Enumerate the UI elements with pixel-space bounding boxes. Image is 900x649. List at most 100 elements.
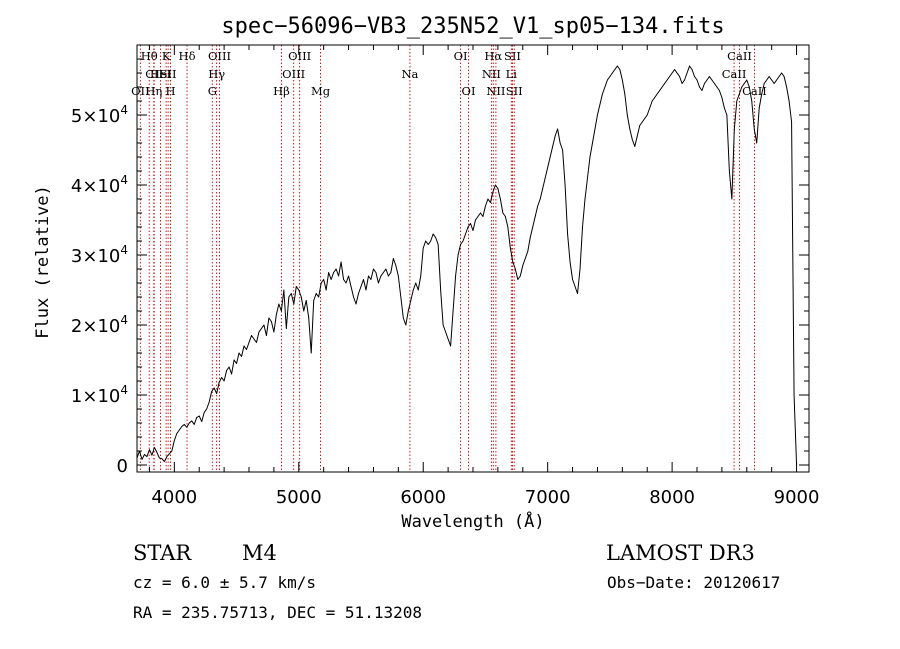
series-flux-point-76 (325, 289, 327, 291)
series-flux-point-240 (733, 128, 735, 130)
series-flux-point-226 (699, 86, 700, 88)
series-flux-point-197 (626, 114, 628, 116)
series-flux-point-203 (641, 121, 643, 123)
series-flux-point-161 (537, 205, 539, 207)
line-label-caii-27: CaII (742, 84, 767, 98)
series-flux-point-251 (761, 93, 763, 95)
spectrum-series (137, 65, 798, 466)
series-flux-point-110 (410, 300, 412, 301)
series-flux-point-115 (422, 247, 424, 249)
series-flux-point-19 (183, 424, 185, 425)
series-flux-point-264 (793, 394, 795, 396)
series-flux-point-142 (490, 202, 491, 203)
series-flux-point-215 (671, 72, 673, 74)
series-flux-point-86 (350, 286, 352, 287)
series-flux-point-122 (440, 289, 442, 291)
series-flux-point-21 (188, 422, 190, 424)
series-flux-point-89 (358, 293, 359, 294)
series-flux-point-239 (731, 198, 733, 200)
series-flux-point-116 (425, 240, 427, 242)
series-flux-point-125 (447, 338, 449, 340)
series-flux-point-154 (519, 275, 521, 277)
series-flux-point-157 (527, 251, 529, 252)
series-flux-point-166 (549, 156, 551, 158)
series-flux-point-131 (462, 240, 464, 242)
series-flux-point-165 (547, 167, 549, 168)
series-flux-point-155 (522, 265, 524, 266)
series-flux-point-67 (303, 310, 305, 312)
series-flux-point-176 (574, 286, 576, 287)
series-flux-point-51 (263, 324, 265, 326)
series-flux-point-242 (738, 93, 740, 95)
y-tick-label-10000: 1×104 (71, 383, 128, 407)
series-flux-point-139 (482, 216, 484, 217)
line-label-g-11: G (208, 84, 217, 98)
series-flux-point-225 (696, 79, 698, 81)
series-flux-point-145 (497, 188, 499, 189)
series-flux-point-255 (771, 79, 773, 81)
spectral-line-markers (139, 45, 755, 472)
x-tick-label-8000: 8000 (649, 487, 695, 508)
series-flux-point-10 (161, 458, 163, 460)
series-flux-point-42 (241, 356, 242, 357)
line-label-h-4: Hη (145, 84, 162, 98)
line-label-oiii-9: OIII (208, 49, 231, 63)
series-flux-point-6 (151, 454, 153, 456)
line-label-oi-18: OI (462, 84, 476, 98)
series-flux-point-144 (495, 184, 496, 186)
series-flux-point-246 (748, 86, 750, 88)
series-flux-point-11 (163, 461, 165, 462)
series-flux-point-73 (318, 296, 320, 298)
series-flux-point-20 (186, 426, 188, 428)
series-flux-point-228 (704, 83, 705, 84)
series-flux-point-77 (328, 272, 330, 273)
series-flux-point-107 (402, 317, 404, 319)
series-flux-point-186 (599, 104, 601, 105)
series-flux-point-102 (390, 272, 392, 273)
series-flux-point-44 (246, 349, 247, 350)
line-label-cii-1: CII (145, 67, 163, 81)
line-label-h-19: Hα (484, 49, 502, 63)
series-flux-point-140 (485, 205, 486, 207)
series-flux-point-70 (310, 352, 312, 354)
series-flux-point-46 (251, 335, 252, 336)
line-label-na-16: Na (401, 67, 418, 81)
series-flux-point-182 (589, 156, 591, 158)
line-label-sii-24: SII (506, 84, 523, 98)
series-flux-point-101 (387, 275, 389, 277)
series-flux-point-132 (465, 233, 466, 235)
series-flux-point-206 (649, 107, 651, 109)
series-flux-point-216 (674, 69, 675, 70)
series-flux-point-4 (146, 456, 148, 457)
series-flux-point-172 (564, 184, 566, 186)
series-flux-point-175 (572, 279, 573, 280)
series-flux-point-195 (621, 79, 623, 81)
series-flux-point-184 (594, 128, 596, 130)
series-flux-point-217 (676, 72, 678, 74)
series-flux-point-84 (345, 282, 347, 284)
series-flux-point-136 (475, 219, 476, 221)
series-flux-point-16 (176, 433, 178, 434)
series-flux-point-123 (442, 324, 444, 326)
series-flux-point-127 (452, 310, 454, 312)
series-flux-point-238 (728, 170, 730, 172)
series-flux-point-30 (211, 391, 213, 392)
series-flux-point-50 (261, 328, 262, 329)
series-flux-point-75 (323, 279, 325, 280)
series-flux-point-124 (445, 331, 447, 333)
series-flux-point-103 (392, 258, 394, 259)
x-axis-title: Wavelength (Å) (401, 510, 544, 532)
series-flux-point-211 (661, 86, 663, 88)
series-flux-point-81 (338, 275, 339, 277)
line-label-h-8: Hδ (179, 49, 196, 63)
series-flux-point-29 (208, 401, 210, 403)
series-flux-point-68 (305, 300, 307, 301)
series-flux-point-192 (614, 69, 616, 70)
series-flux-point-212 (664, 83, 666, 84)
series-flux-point-83 (343, 279, 344, 280)
series-flux-point-208 (654, 97, 656, 98)
series-flux-point-244 (743, 83, 745, 84)
series-flux-point-13 (168, 453, 170, 455)
